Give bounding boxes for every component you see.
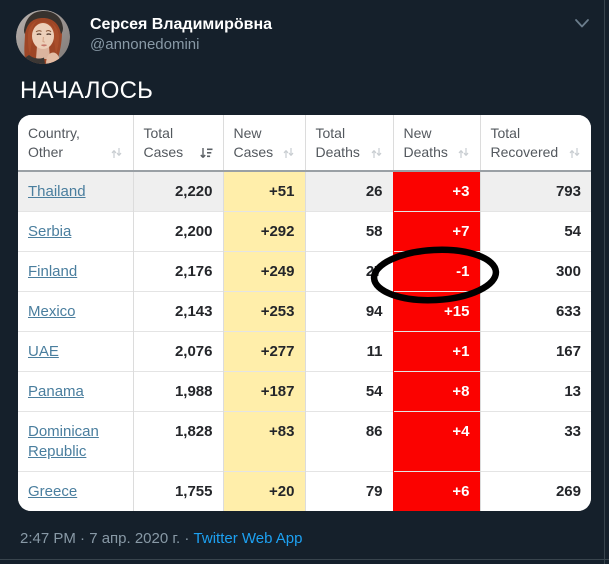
country-link[interactable]: Serbia [28, 223, 72, 240]
country-link[interactable]: Finland [28, 263, 78, 280]
sort-desc-icon [199, 147, 212, 158]
author-handle: @annonedomini [90, 36, 200, 53]
tweet-more-button[interactable] [570, 11, 594, 35]
total-deaths-cell: 86 [304, 411, 393, 472]
column-header[interactable]: Country, Other [18, 115, 133, 172]
column-header[interactable]: Total Cases [132, 115, 223, 172]
author-name: Серсея Владимирӧвна [90, 16, 273, 33]
table-row: Serbia 2,200 +292 58 +7 54 [18, 211, 591, 252]
sort-both-icon [111, 147, 121, 158]
table-header-row: Country, Other Total Cases [18, 115, 591, 172]
table-body: Thailand 2,220 +51 26 +3 793 Serbia 2,20… [18, 171, 591, 511]
new-deaths-cell: +4 [392, 411, 480, 472]
country-link[interactable]: Thailand [28, 183, 86, 200]
total-cases-cell: 1,988 [132, 371, 223, 412]
total-cases-cell: 1,828 [132, 411, 223, 472]
new-deaths-cell: +6 [392, 471, 480, 511]
sort-both-icon [458, 147, 468, 158]
new-cases-cell: +20 [222, 471, 305, 511]
new-cases-cell: +51 [222, 171, 305, 212]
covid-stats-table: Country, Other Total Cases [18, 115, 591, 511]
total-recovered-cell: 269 [479, 471, 591, 511]
new-cases-cell: +253 [222, 291, 305, 332]
sort-icon[interactable] [568, 146, 581, 160]
table-row: Finland 2,176 +249 27 -1 300 [18, 251, 591, 292]
new-deaths-cell: +1 [392, 331, 480, 372]
total-deaths-cell: 79 [304, 471, 393, 511]
total-recovered-cell: 33 [479, 411, 591, 472]
total-recovered-cell: 54 [479, 211, 591, 252]
new-cases-cell: +83 [222, 411, 305, 472]
country-link[interactable]: Panama [28, 383, 84, 400]
sort-both-icon [371, 147, 381, 158]
column-border [604, 0, 605, 564]
total-recovered-cell: 633 [479, 291, 591, 332]
total-recovered-cell: 167 [479, 331, 591, 372]
author-block[interactable]: Серсея Владимирӧвна @annonedomini [90, 15, 272, 55]
chevron-down-icon [575, 19, 589, 28]
tweet-divider [0, 559, 609, 560]
sort-icon[interactable] [457, 146, 470, 160]
column-header[interactable]: New Deaths [392, 115, 480, 172]
total-deaths-cell: 26 [304, 171, 393, 212]
total-cases-cell: 2,143 [132, 291, 223, 332]
tweet-meta: 2:47 PM · 7 апр. 2020 г. · Twitter Web A… [20, 529, 303, 549]
total-cases-cell: 1,755 [132, 471, 223, 511]
sort-both-icon [569, 147, 580, 158]
total-cases-cell: 2,220 [132, 171, 223, 212]
total-deaths-cell: 11 [304, 331, 393, 372]
total-deaths-cell: 27 [304, 251, 393, 292]
total-cases-cell: 2,176 [132, 251, 223, 292]
column-header[interactable]: Total Recovered [479, 115, 591, 172]
new-deaths-cell: +8 [392, 371, 480, 412]
total-deaths-cell: 94 [304, 291, 393, 332]
table-row: UAE 2,076 +277 11 +1 167 [18, 331, 591, 372]
sort-icon[interactable] [370, 146, 383, 160]
new-deaths-cell: +15 [392, 291, 480, 332]
total-deaths-cell: 54 [304, 371, 393, 412]
table-row: Dominican Republic 1,828 +83 86 +4 33 [18, 411, 591, 472]
sort-both-icon [283, 147, 293, 158]
column-header[interactable]: Total Deaths [304, 115, 393, 172]
total-cases-cell: 2,076 [132, 331, 223, 372]
tweet-timestamp: 2:47 PM · 7 апр. 2020 г. [20, 530, 181, 547]
column-header[interactable]: New Cases [222, 115, 305, 172]
sort-icon[interactable] [199, 146, 213, 160]
sort-icon[interactable] [110, 146, 123, 160]
sort-icon[interactable] [282, 146, 295, 160]
table-row: Greece 1,755 +20 79 +6 269 [18, 471, 591, 511]
total-recovered-cell: 793 [479, 171, 591, 212]
new-cases-cell: +292 [222, 211, 305, 252]
new-deaths-cell: +7 [392, 211, 480, 252]
total-recovered-cell: 300 [479, 251, 591, 292]
country-link[interactable]: Greece [28, 483, 78, 500]
tweet-text: НАЧАЛОСЬ [20, 77, 154, 104]
country-link[interactable]: Dominican Republic [28, 423, 99, 460]
new-cases-cell: +187 [222, 371, 305, 412]
avatar[interactable] [16, 10, 70, 64]
covid-stats-table-image[interactable]: Country, Other Total Cases [18, 115, 591, 511]
meta-separator: · [184, 530, 190, 547]
total-cases-cell: 2,200 [132, 211, 223, 252]
new-deaths-cell: +3 [392, 171, 480, 212]
new-cases-cell: +277 [222, 331, 305, 372]
country-link[interactable]: Mexico [28, 303, 76, 320]
table-row: Panama 1,988 +187 54 +8 13 [18, 371, 591, 412]
table-row: Mexico 2,143 +253 94 +15 633 [18, 291, 591, 332]
tweet-source-link[interactable]: Twitter Web App [193, 530, 303, 547]
table-row: Thailand 2,220 +51 26 +3 793 [18, 171, 591, 212]
new-cases-cell: +249 [222, 251, 305, 292]
new-deaths-cell: -1 [392, 251, 480, 292]
country-link[interactable]: UAE [28, 343, 59, 360]
total-deaths-cell: 58 [304, 211, 393, 252]
total-recovered-cell: 13 [479, 371, 591, 412]
avatar-photo [16, 10, 70, 64]
